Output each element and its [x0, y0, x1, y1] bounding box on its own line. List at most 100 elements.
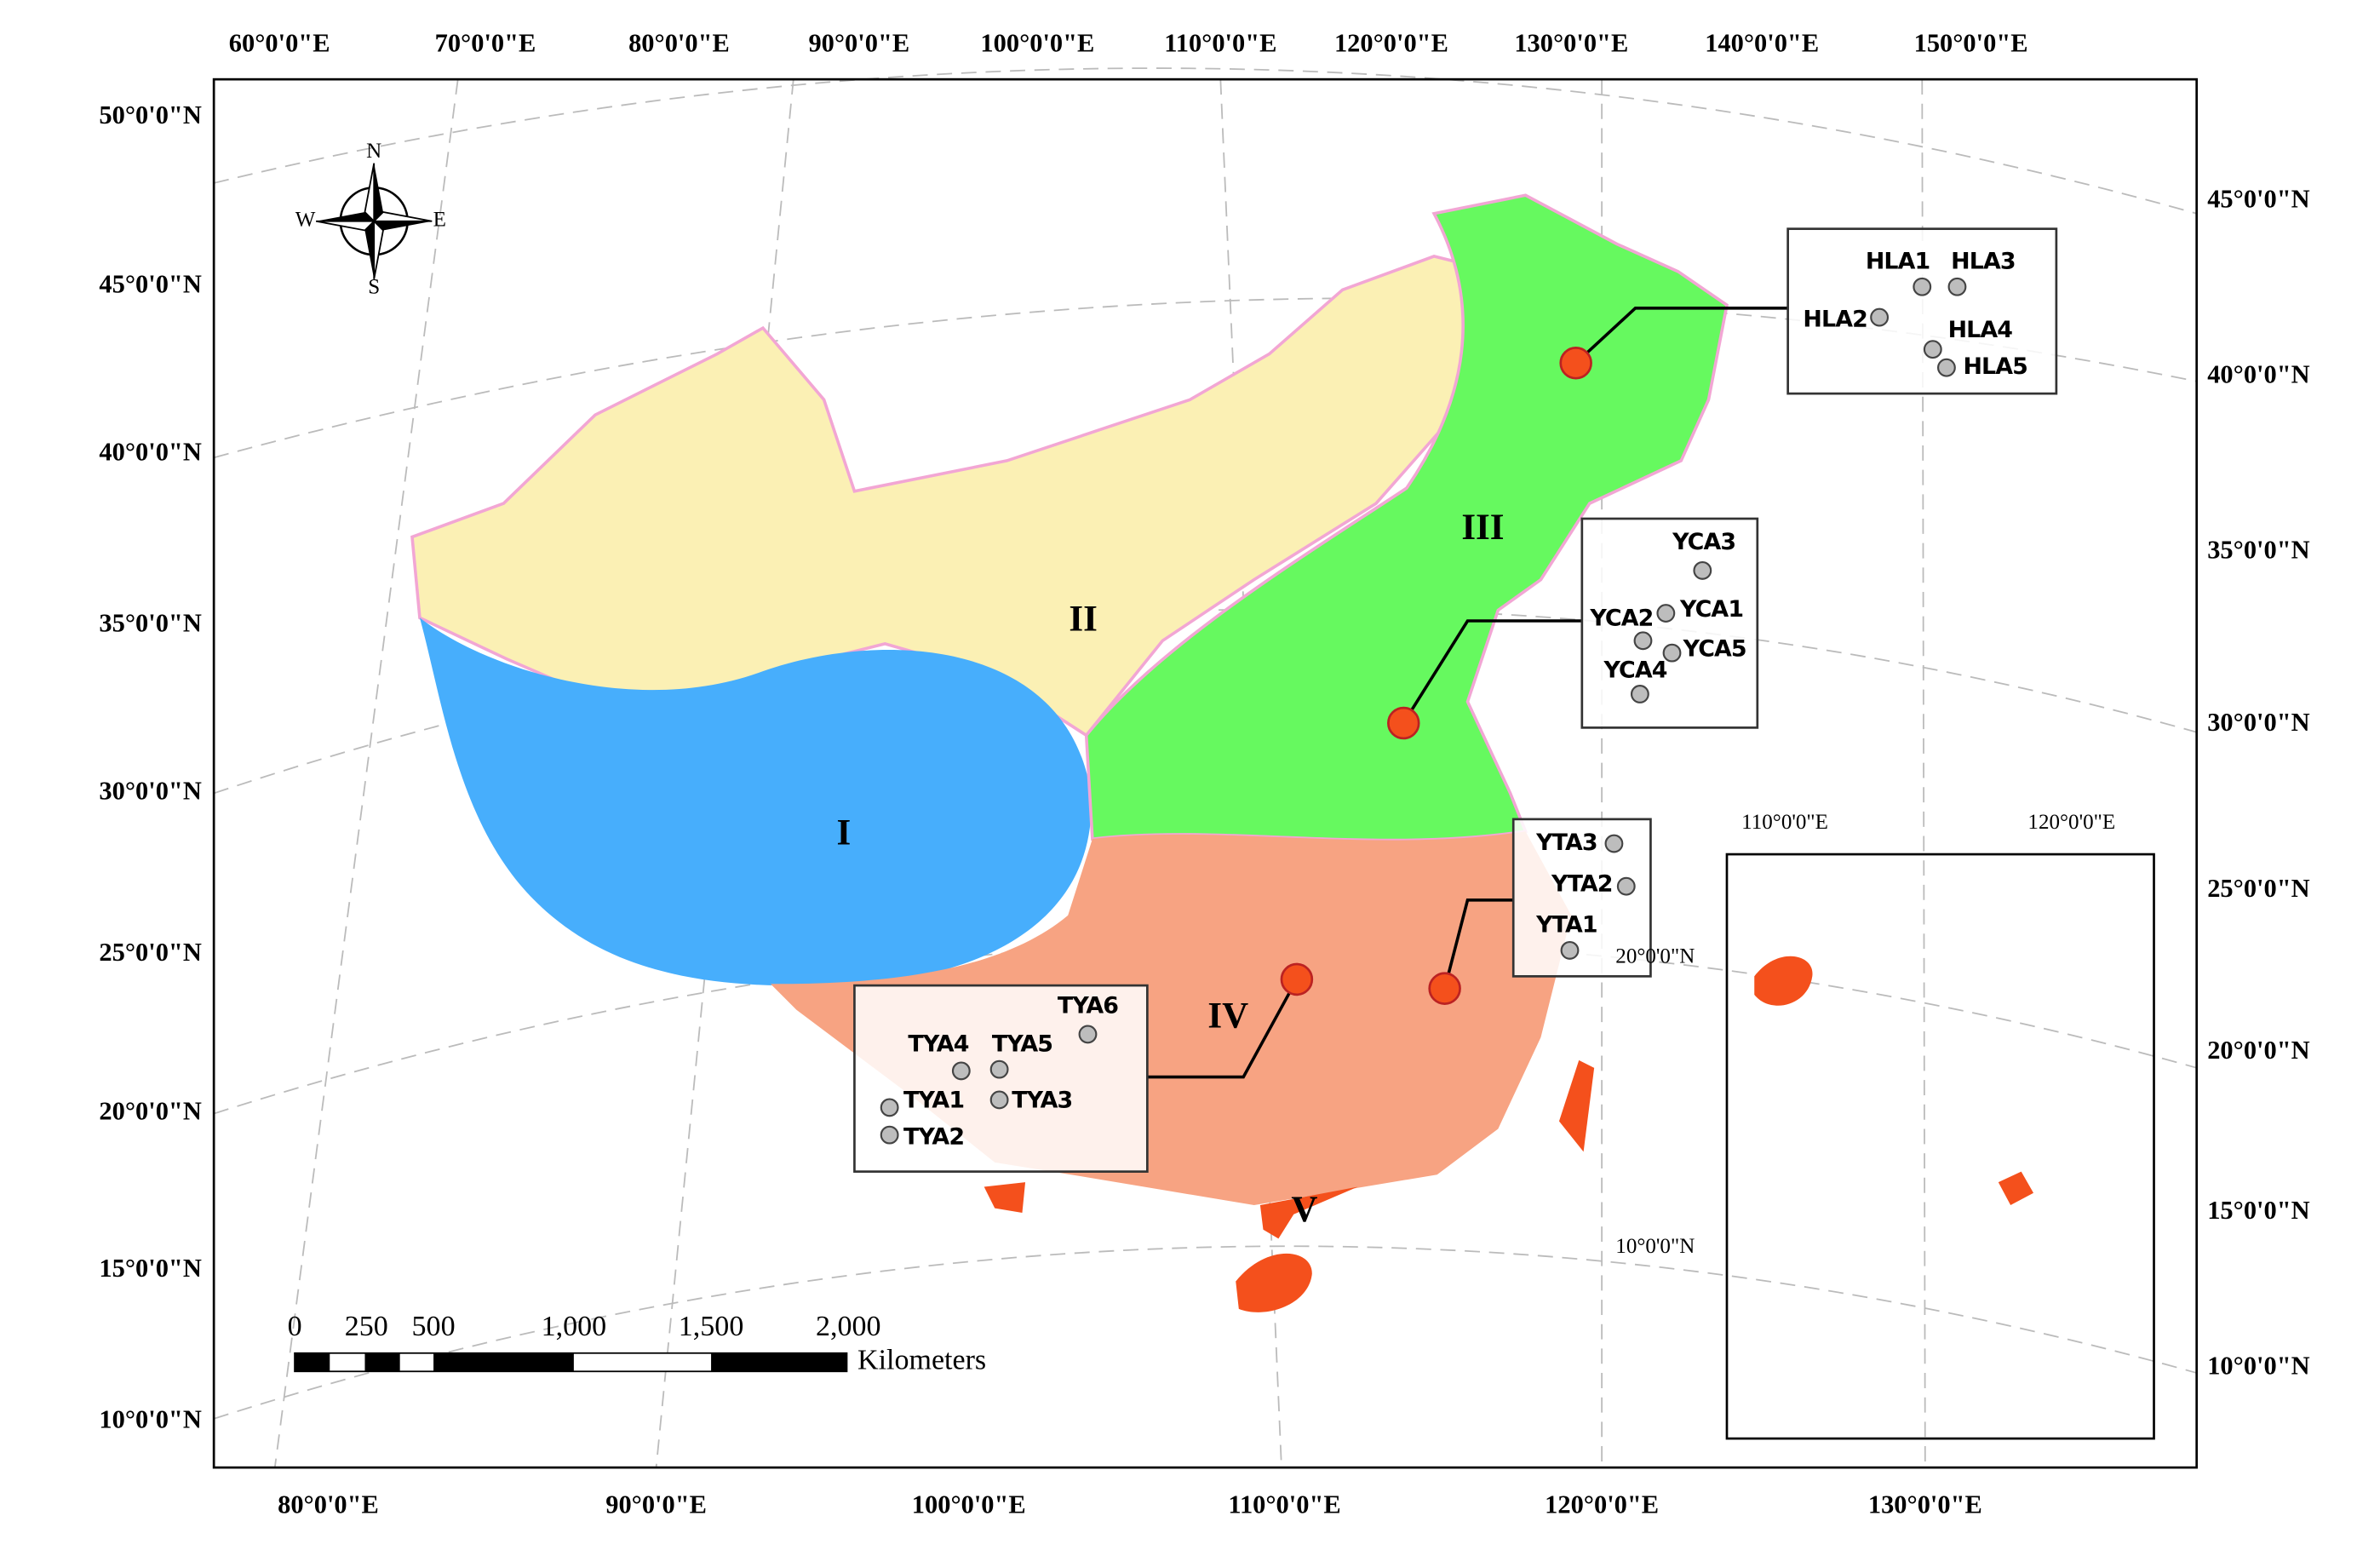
left-label: 50°0'0"N [99, 100, 201, 129]
bottom-label: 130°0'0"E [1868, 1490, 1982, 1519]
left-label: 30°0'0"N [99, 776, 201, 805]
top-label: 70°0'0"E [435, 29, 536, 58]
inset-lon-label: 110°0'0"E [1741, 811, 1828, 834]
site-label: HLA3 [1951, 249, 2016, 275]
bottom-label: 100°0'0"E [912, 1490, 1026, 1519]
left-label: 20°0'0"N [99, 1097, 201, 1126]
top-label: 80°0'0"E [628, 29, 730, 58]
site-dot [1560, 940, 1580, 960]
left-label: 40°0'0"N [99, 438, 201, 467]
site-dot [951, 1061, 971, 1081]
compass-rose [315, 163, 433, 279]
scale-tick-label: 1,500 [679, 1311, 744, 1342]
left-label: 15°0'0"N [99, 1254, 201, 1283]
scale-tick-label: 0 [288, 1311, 302, 1342]
site-dot [1633, 631, 1653, 651]
compass-s: S [368, 275, 380, 298]
top-label: 150°0'0"E [1914, 29, 2028, 58]
bottom-label: 80°0'0"E [278, 1490, 379, 1519]
site-label: HLA1 [1866, 249, 1930, 275]
site-dot [1936, 358, 1956, 377]
region-i [419, 617, 1092, 986]
site-label: YCA4 [1603, 657, 1666, 684]
site-dot [989, 1059, 1009, 1079]
inset-lon-label: 120°0'0"E [2027, 811, 2115, 834]
right-label: 40°0'0"N [2207, 359, 2309, 388]
site-label: YCA5 [1683, 636, 1746, 663]
top-label: 100°0'0"E [980, 29, 1094, 58]
right-label: 35°0'0"N [2207, 535, 2309, 564]
site-dot [1693, 560, 1712, 580]
site-dot [989, 1090, 1009, 1110]
scale-tick-label: 1,000 [542, 1311, 607, 1342]
site-dot [880, 1125, 899, 1145]
right-label: 15°0'0"N [2207, 1196, 2309, 1225]
left-label: 10°0'0"N [99, 1404, 201, 1433]
left-label: 45°0'0"N [99, 270, 201, 299]
region-label: III [1461, 508, 1504, 548]
right-label: 45°0'0"N [2207, 184, 2309, 213]
compass-e: E [433, 208, 446, 231]
site-label: HLA4 [1948, 317, 2013, 343]
site-dot [1923, 340, 1942, 359]
scale-bar-segments [295, 1352, 847, 1372]
compass-n: N [366, 140, 381, 163]
region-label: II [1069, 600, 1097, 640]
region-label: IV [1207, 996, 1248, 1036]
bottom-label: 110°0'0"E [1228, 1490, 1340, 1519]
callouts [1147, 307, 1788, 1079]
region-label: I [837, 812, 852, 853]
inset-lat-label: 20°0'0"N [1615, 945, 1695, 968]
region-label: V [1291, 1190, 1317, 1230]
site-dot [1947, 277, 1967, 296]
site-dot [1630, 685, 1649, 703]
scale-tick-label: 500 [412, 1311, 456, 1342]
site-label: HLA5 [1963, 353, 2027, 380]
region-v [984, 956, 2034, 1312]
site-dot [1616, 876, 1636, 896]
site-label: TYA3 [1012, 1088, 1072, 1114]
left-label: 25°0'0"N [99, 938, 201, 967]
top-label: 110°0'0"E [1164, 29, 1276, 58]
top-label: 140°0'0"E [1705, 29, 1819, 58]
right-label: 30°0'0"N [2207, 708, 2309, 737]
bottom-label: 90°0'0"E [605, 1490, 707, 1519]
inset-frame [1725, 853, 2155, 1440]
site-dot [1604, 834, 1624, 853]
site-dot [1870, 307, 1890, 327]
site-label: YTA3 [1535, 830, 1597, 856]
site-label: YTA1 [1535, 912, 1597, 939]
top-label: 90°0'0"E [808, 29, 909, 58]
site-dot [1656, 604, 1676, 623]
right-label: 25°0'0"N [2207, 874, 2309, 903]
site-label: TYA6 [1058, 993, 1118, 1019]
inset-lat-label: 10°0'0"N [1615, 1235, 1695, 1258]
site-label: TYA1 [903, 1088, 964, 1114]
site-label: YCA3 [1672, 529, 1735, 555]
site-dot [1078, 1025, 1098, 1044]
top-label: 120°0'0"E [1334, 29, 1448, 58]
compass-w: W [295, 208, 316, 231]
top-label: 130°0'0"E [1514, 29, 1628, 58]
site-label: YTA2 [1551, 870, 1613, 897]
site-label: TYA5 [992, 1031, 1052, 1057]
site-label: HLA2 [1803, 307, 1867, 333]
map-frame [212, 78, 2199, 1469]
top-label: 60°0'0"E [229, 29, 330, 58]
site-label: TYA4 [908, 1031, 968, 1057]
site-dot [880, 1098, 899, 1117]
right-label: 20°0'0"N [2207, 1036, 2309, 1065]
sample-locations [1280, 347, 1592, 1005]
bottom-label: 120°0'0"E [1545, 1490, 1659, 1519]
site-label: YCA2 [1589, 606, 1653, 632]
site-dot [1662, 643, 1682, 663]
site-dot [1913, 277, 1932, 296]
site-label: TYA2 [903, 1124, 964, 1151]
scale-tick-label: 2,000 [816, 1311, 881, 1342]
left-label: 35°0'0"N [99, 608, 201, 637]
scale-tick-label: 250 [345, 1311, 388, 1342]
right-label: 10°0'0"N [2207, 1352, 2309, 1381]
scale-unit: Kilometers [857, 1344, 986, 1375]
